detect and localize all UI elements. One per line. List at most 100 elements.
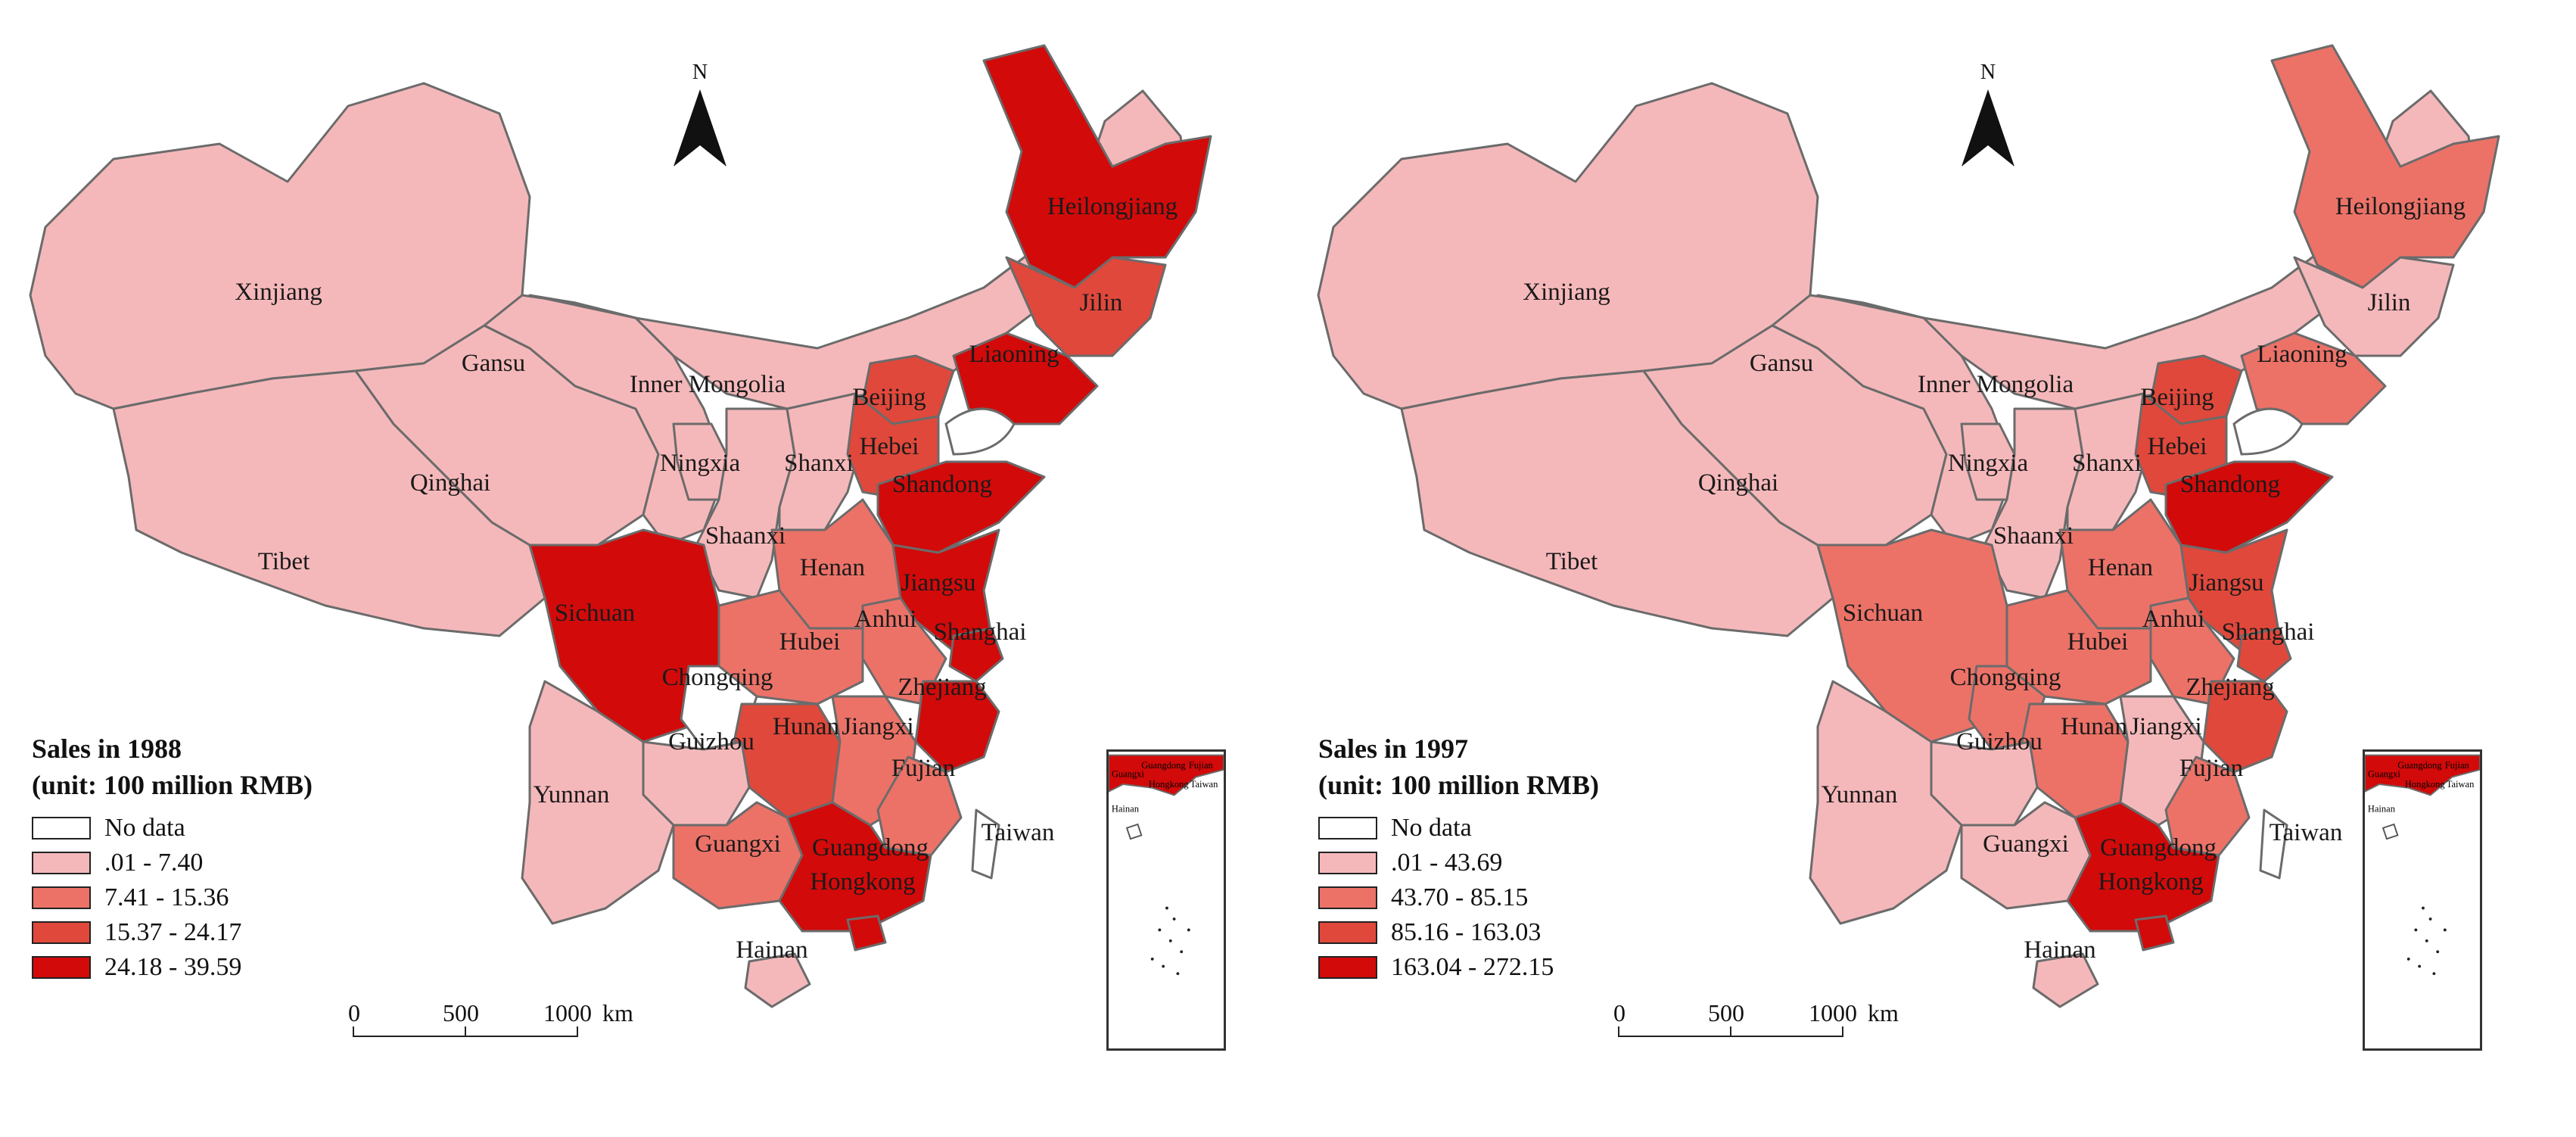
legend-swatch bbox=[32, 886, 91, 909]
province-jilin bbox=[1005, 256, 1167, 357]
legend-swatch bbox=[1318, 956, 1377, 979]
province-label-qinghai: Qinghai bbox=[1698, 469, 1778, 497]
province-label-gansu: Gansu bbox=[1750, 350, 1813, 377]
province-label-shaanxi: Shaanxi bbox=[1993, 522, 2074, 550]
inset-label: Fujian bbox=[2445, 760, 2470, 771]
legend-label: 163.04 - 272.15 bbox=[1391, 953, 1554, 981]
map-1988: Xinjiang Tibet Qinghai Gansu Inner Mongolia N… bbox=[29, 44, 1226, 1051]
scale-mid bbox=[465, 1026, 466, 1037]
legend-item: .01 - 7.40 bbox=[32, 846, 456, 880]
province-heilongjiang bbox=[2270, 44, 2500, 289]
province-hainan bbox=[744, 952, 811, 1008]
province-label-shanghai: Shanghai bbox=[934, 618, 1027, 646]
inset-label: Guangdong bbox=[1141, 760, 1186, 771]
legend-label: .01 - 7.40 bbox=[104, 849, 204, 877]
legend-title-line2: (unit: 100 million RMB) bbox=[1318, 770, 1600, 800]
province-label-jilin: Jilin bbox=[2368, 289, 2411, 316]
inset-label: Guangdong bbox=[2397, 760, 2442, 771]
province-label-heilongjiang: Heilongjiang bbox=[2335, 193, 2466, 220]
north-arrow: N bbox=[674, 61, 726, 174]
scale-tick-0: 0 bbox=[1613, 999, 1626, 1026]
province-label-jiangxi: Jiangxi bbox=[842, 713, 913, 740]
inset-coast bbox=[2365, 754, 2480, 796]
inset-label: Guangxi bbox=[2368, 768, 2401, 779]
province-label-zhejiang: Zhejiang bbox=[2186, 674, 2274, 701]
province-inner-mongolia bbox=[1816, 89, 2478, 410]
province-label-guangxi: Guangxi bbox=[1983, 830, 2069, 858]
province-label-guizhou: Guizhou bbox=[668, 728, 754, 755]
legend-swatch bbox=[32, 852, 91, 874]
inset-label: Fujian bbox=[1189, 760, 1214, 771]
inset-label: Hainan bbox=[2368, 804, 2396, 815]
legend-label: 15.37 - 24.17 bbox=[104, 918, 242, 946]
province-label-liaoning: Liaoning bbox=[2257, 341, 2347, 368]
legend: Sales in 1997 (unit: 100 million RMB) No… bbox=[1318, 730, 1742, 985]
province-label-hebei: Hebei bbox=[2148, 433, 2207, 460]
scale-tick-1000: 1000 bbox=[543, 999, 592, 1026]
province-label-shanghai: Shanghai bbox=[2222, 618, 2315, 646]
scale-end bbox=[577, 1026, 578, 1037]
province-label-chongqing: Chongqing bbox=[1950, 664, 2061, 691]
province-label-gansu: Gansu bbox=[462, 350, 525, 377]
legend-item: 7.41 - 15.36 bbox=[32, 880, 456, 915]
province-labels: Xinjiang Tibet Qinghai Gansu Inner Mongolia N… bbox=[235, 193, 1178, 964]
province-label-shandong: Shandong bbox=[892, 471, 992, 498]
province-label-yunnan: Yunnan bbox=[534, 781, 610, 808]
inset-map: Guangxi Guangdong Fujian Hongkong Taiwan… bbox=[2365, 754, 2480, 976]
province-shanghai bbox=[2236, 627, 2292, 683]
legend-label: No data bbox=[104, 814, 185, 842]
province-label-anhui: Anhui bbox=[854, 606, 917, 633]
province-label-heilongjiang: Heilongjiang bbox=[1047, 193, 1178, 220]
province-shandong bbox=[876, 460, 1046, 554]
province-label-guizhou: Guizhou bbox=[1956, 728, 2042, 755]
province-label-shanxi: Shanxi bbox=[2072, 450, 2142, 477]
legend-label: 43.70 - 85.15 bbox=[1391, 883, 1529, 911]
province-shanghai bbox=[948, 627, 1004, 683]
province-label-hongkong: Hongkong bbox=[810, 868, 915, 896]
bohai-sea bbox=[944, 407, 1016, 456]
legend-item: 15.37 - 24.17 bbox=[32, 915, 456, 950]
province-label-beijing: Beijing bbox=[2140, 384, 2214, 411]
inset-label: Hongkong bbox=[2405, 779, 2446, 790]
province-label-zhejiang: Zhejiang bbox=[898, 674, 986, 701]
legend-item: No data bbox=[1318, 811, 1742, 846]
inset-label: Hongkong bbox=[1149, 779, 1190, 790]
province-label-fujian: Fujian bbox=[2179, 755, 2243, 782]
province-guangdong bbox=[778, 801, 932, 933]
scale-bar: 0 500 1000 km bbox=[348, 977, 633, 1045]
province-label-ningxia: Ningxia bbox=[660, 450, 741, 477]
inset-label: Guangxi bbox=[1112, 768, 1145, 779]
province-hongkong bbox=[846, 914, 887, 952]
province-label-jiangsu: Jiangsu bbox=[2189, 569, 2264, 597]
legend-swatch bbox=[1318, 817, 1377, 840]
scale-tick-500: 500 bbox=[1708, 999, 1744, 1026]
province-label-jiangxi: Jiangxi bbox=[2130, 713, 2201, 740]
province-label-jiangsu: Jiangsu bbox=[901, 569, 976, 597]
province-label-henan: Henan bbox=[800, 554, 865, 581]
province-label-liaoning: Liaoning bbox=[969, 341, 1059, 368]
province-label-tibet: Tibet bbox=[258, 548, 310, 575]
province-label-sichuan: Sichuan bbox=[555, 600, 635, 627]
legend-swatch bbox=[32, 817, 91, 840]
province-yunnan bbox=[521, 680, 675, 925]
legend: Sales in 1988 (unit: 100 million RMB) No… bbox=[32, 730, 456, 985]
legend-label: 7.41 - 15.36 bbox=[104, 883, 229, 911]
north-arrow-icon bbox=[674, 89, 726, 167]
legend-label: 85.16 - 163.03 bbox=[1391, 918, 1542, 946]
province-label-hongkong: Hongkong bbox=[2098, 868, 2203, 896]
province-label-guangxi: Guangxi bbox=[695, 830, 781, 858]
legend-label: 24.18 - 39.59 bbox=[104, 953, 242, 981]
province-label-taiwan: Taiwan bbox=[982, 819, 1055, 846]
province-label-guangdong: Guangdong bbox=[2100, 834, 2217, 861]
inset-label: Hainan bbox=[1112, 804, 1140, 815]
inset-islands bbox=[1150, 906, 1190, 976]
scale-unit: km bbox=[1868, 999, 1899, 1026]
north-letter: N bbox=[692, 61, 708, 84]
scale-end bbox=[353, 1026, 354, 1037]
province-label-shandong: Shandong bbox=[2180, 471, 2280, 498]
province-label-inner-mongolia: Inner Mongolia bbox=[1918, 371, 2074, 398]
inset-islands bbox=[2406, 906, 2447, 976]
province-yunnan bbox=[1809, 680, 1963, 925]
province-label-henan: Henan bbox=[2088, 554, 2153, 581]
north-arrow: N bbox=[1962, 61, 2014, 174]
